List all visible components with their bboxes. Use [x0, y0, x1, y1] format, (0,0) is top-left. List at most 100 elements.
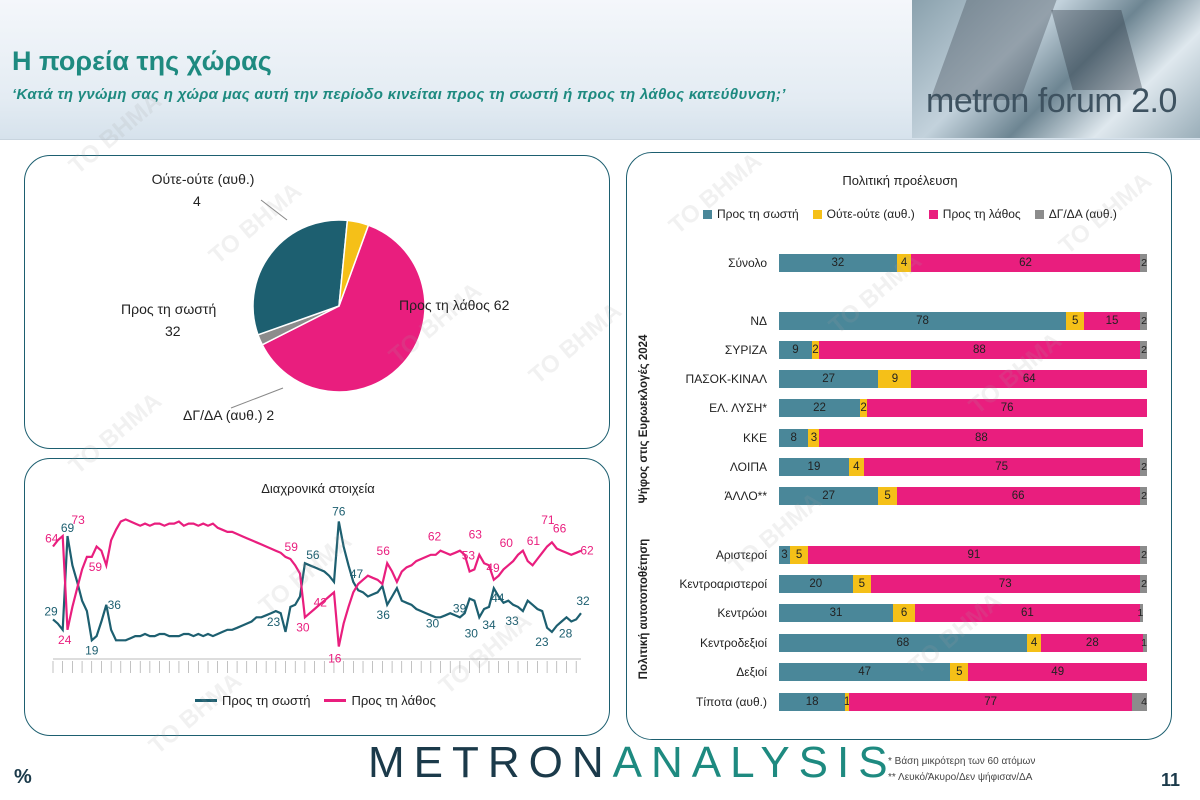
bar-seg-right: 22	[779, 399, 860, 417]
bar-seg-wrong: 64	[911, 370, 1147, 388]
bar-seg-wrong: 75	[863, 458, 1140, 476]
line-data-label: 53	[462, 548, 476, 562]
bar-seg-dk: 1	[1141, 634, 1147, 652]
bar-seg-dk: 2	[1139, 341, 1147, 359]
legend-item-right: Προς τη σωστή	[195, 693, 310, 708]
line-data-label: 49	[486, 561, 500, 575]
line-data-label: 63	[469, 528, 483, 542]
stacked-bar: 3 5 91 2	[779, 546, 1147, 564]
line-data-label: 42	[314, 595, 328, 609]
bar-seg-right: 9	[779, 341, 812, 359]
bar-row-label: ΕΛ. ΛΥΣΗ*	[709, 401, 767, 415]
footnote-base: * Βάση μικρότερη των 60 ατόμων	[888, 756, 1036, 767]
legend-item-wrong: Προς τη λάθος	[324, 693, 436, 708]
bar-seg-wrong: 66	[896, 487, 1140, 505]
bar-seg-dk: 2	[1139, 487, 1147, 505]
line-data-label: 59	[89, 560, 103, 574]
bar-row-label: Κεντροαριστεροί	[679, 577, 767, 591]
line-data-label: 30	[296, 620, 310, 634]
stacked-bar: 8 3 88	[779, 429, 1144, 447]
bar-seg-wrong: 62	[911, 254, 1140, 272]
bar-seg-neutral: 5	[852, 575, 871, 593]
pie-label-neutral-value: 4	[193, 193, 201, 209]
line-data-label: 62	[428, 530, 442, 544]
pie-slice-neutral	[338, 219, 370, 307]
bar-seg-wrong: 73	[870, 575, 1140, 593]
bar-seg-right: 32	[779, 254, 897, 272]
stacked-bar: 27 5 66 2	[779, 487, 1147, 505]
percent-sign: %	[14, 766, 32, 788]
line-series-right	[52, 521, 582, 643]
stacked-bar: 9 2 88 2	[779, 341, 1147, 359]
line-data-label: 23	[267, 615, 281, 629]
line-data-label: 71	[541, 513, 555, 527]
bar-seg-right: 19	[779, 458, 849, 476]
bar-chart-legend: Προς τη σωστή Ούτε-ούτε (αυθ.) Προς τη λ…	[703, 207, 1117, 221]
pie-label-neutral-name: Ούτε-ούτε (αυθ.)	[151, 171, 255, 187]
bar-chart-title: Πολιτική προέλευση	[842, 173, 958, 188]
pie-leader-line	[260, 199, 288, 221]
stacked-bar: 22 2 76	[779, 399, 1147, 417]
bar-seg-dk: 2	[1139, 254, 1147, 272]
bar-seg-right: 3	[779, 546, 790, 564]
group-label-self-placement: Πολιτική αυτοτοποθέτηση	[638, 538, 650, 680]
group-label-euroelections: Ψήφος στις Ευρωεκλογές 2024	[638, 334, 650, 504]
page-number: 11	[1160, 770, 1180, 790]
pie-label-neutral: Ούτε-ούτε (αυθ.) 4	[141, 168, 265, 212]
bar-legend-right-label: Προς τη σωστή	[717, 207, 799, 221]
line-data-label: 36	[377, 608, 391, 622]
pie-label-right-value: 32	[165, 323, 181, 339]
bar-row-label: ΆΛΛΟ**	[724, 489, 767, 503]
line-data-label: 59	[285, 540, 299, 554]
line-data-label: 33	[505, 614, 519, 628]
bar-seg-wrong: 91	[808, 546, 1140, 564]
bar-seg-neutral: 4	[1026, 634, 1042, 652]
bar-legend-wrong-label: Προς τη λάθος	[942, 207, 1021, 221]
bar-seg-right: 68	[779, 634, 1027, 652]
pie-chart	[230, 199, 426, 409]
line-chart-legend: Προς τη σωστή Προς τη λάθος	[195, 693, 436, 708]
stacked-bar: 47 5 49	[779, 663, 1147, 681]
bar-row-label: ΛΟΙΠΑ	[729, 460, 767, 474]
bar-seg-right: 8	[779, 429, 809, 447]
stacked-bar: 32 4 62 2	[779, 254, 1147, 272]
line-data-label: 76	[332, 505, 346, 519]
bar-row-label: Κεντροδεξιοί	[699, 636, 767, 650]
stacked-bar: 31 6 61 1	[779, 604, 1144, 622]
line-data-label: 24	[58, 633, 72, 647]
line-data-label: 56	[377, 544, 391, 558]
bar-seg-right: 27	[779, 370, 879, 388]
line-data-label: 62	[580, 544, 594, 558]
pie-label-dk: ΔΓ/ΔΑ (αυθ.) 2	[183, 407, 275, 423]
page-title: Η πορεία της χώρας	[12, 46, 272, 76]
line-data-label: 23	[535, 635, 549, 649]
bar-seg-dk: 2	[1139, 575, 1147, 593]
bar-seg-dk: 2	[1139, 546, 1147, 564]
bar-seg-neutral: 5	[878, 487, 897, 505]
bar-seg-neutral: 2	[859, 399, 868, 417]
bar-row-label: Δεξιοί	[736, 665, 767, 679]
bar-legend-wrong: Προς τη λάθος	[928, 207, 1021, 221]
stacked-bar: 78 5 15 2	[779, 312, 1147, 330]
bar-row-label: Σύνολο	[728, 256, 767, 270]
bar-row-label: Κεντρώοι	[717, 606, 767, 620]
line-data-label: 44	[491, 591, 505, 605]
line-data-label: 61	[527, 534, 541, 548]
bar-seg-dk: 2	[1139, 312, 1147, 330]
pie-label-wrong: Προς τη λάθος 62	[399, 297, 510, 313]
bar-seg-right: 47	[779, 663, 951, 681]
bar-seg-wrong: 76	[867, 399, 1147, 417]
bar-seg-neutral: 2	[811, 341, 820, 359]
bar-row-label: ΠΑΣΟΚ-ΚΙΝΑΛ	[685, 372, 767, 386]
bar-seg-right: 27	[779, 487, 879, 505]
line-chart-title: Διαχρονικά στοιχεία	[261, 481, 375, 496]
bar-seg-wrong: 28	[1041, 634, 1144, 652]
bar-seg-wrong: 15	[1084, 312, 1140, 330]
bar-seg-right: 18	[779, 693, 846, 711]
line-data-label: 16	[328, 652, 342, 666]
line-data-label: 29	[44, 604, 58, 618]
bar-row-label: Αριστεροί	[715, 548, 767, 562]
stacked-bar: 18 1 77 4	[779, 693, 1147, 711]
line-series-wrong	[52, 518, 582, 647]
